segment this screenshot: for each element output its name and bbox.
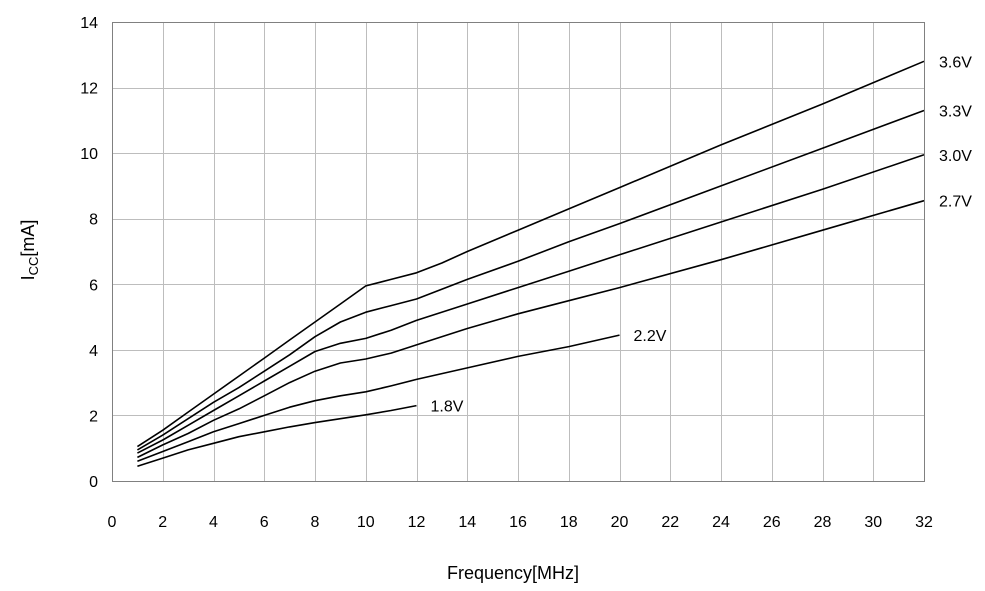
x-tick-label: 28 (814, 514, 832, 531)
grid (112, 22, 925, 482)
x-tick-label: 8 (311, 514, 320, 531)
y-tick-label: 12 (80, 81, 98, 98)
series-label-3.3V: 3.3V (939, 104, 972, 121)
y-tick-label: 14 (80, 15, 98, 32)
x-tick-labels: 0 2 4 6 8 10 12 14 16 18 20 22 24 26 28 30 32 (108, 514, 933, 531)
x-tick-label: 24 (712, 514, 730, 531)
x-tick-label: 2 (158, 514, 167, 531)
series-label-1.8V: 1.8V (431, 399, 464, 416)
series-line-3.3V (136, 109, 925, 451)
y-axis-title-main: I (18, 275, 38, 280)
series-line-2.2V (137, 334, 620, 463)
y-axis-title-subscript: CC (26, 257, 41, 276)
y-tick-label: 8 (89, 212, 98, 229)
series-line-3.0V (137, 154, 925, 454)
x-tick-label: 16 (509, 514, 527, 531)
series-line-2.7V (137, 199, 925, 459)
series-lines (136, 60, 925, 467)
x-axis-title: Frequency[MHz] (447, 563, 579, 583)
y-axis-title-unit: [mA] (18, 220, 38, 257)
x-tick-label: 14 (458, 514, 476, 531)
x-tick-label: 12 (408, 514, 426, 531)
y-axis-title: ICC[mA] (18, 220, 41, 281)
plot-area-frame (112, 22, 925, 482)
x-tick-label: 30 (864, 514, 882, 531)
x-tick-label: 10 (357, 514, 375, 531)
series-labels: 1.8V 2.2V 2.7V 3.0V 3.3V 3.6V (431, 54, 973, 415)
y-tick-label: 10 (80, 146, 98, 163)
x-tick-label: 0 (108, 514, 117, 531)
y-tick-label: 2 (89, 408, 98, 425)
x-tick-label: 22 (661, 514, 679, 531)
x-tick-label: 4 (209, 514, 218, 531)
x-tick-label: 32 (915, 514, 933, 531)
series-label-3.0V: 3.0V (939, 148, 972, 165)
x-tick-label: 26 (763, 514, 781, 531)
y-tick-label: 0 (89, 474, 98, 491)
series-label-2.7V: 2.7V (939, 194, 972, 211)
y-tick-label: 6 (89, 277, 98, 294)
x-tick-label: 20 (611, 514, 629, 531)
y-tick-labels: 0 2 4 6 8 10 12 14 (80, 15, 98, 491)
series-line-1.8V (137, 404, 417, 467)
series-label-3.6V: 3.6V (939, 54, 972, 71)
x-tick-label: 6 (260, 514, 269, 531)
y-tick-label: 4 (89, 343, 98, 360)
series-label-2.2V: 2.2V (634, 328, 667, 345)
series-line-3.6V (136, 60, 925, 448)
x-tick-label: 18 (560, 514, 578, 531)
